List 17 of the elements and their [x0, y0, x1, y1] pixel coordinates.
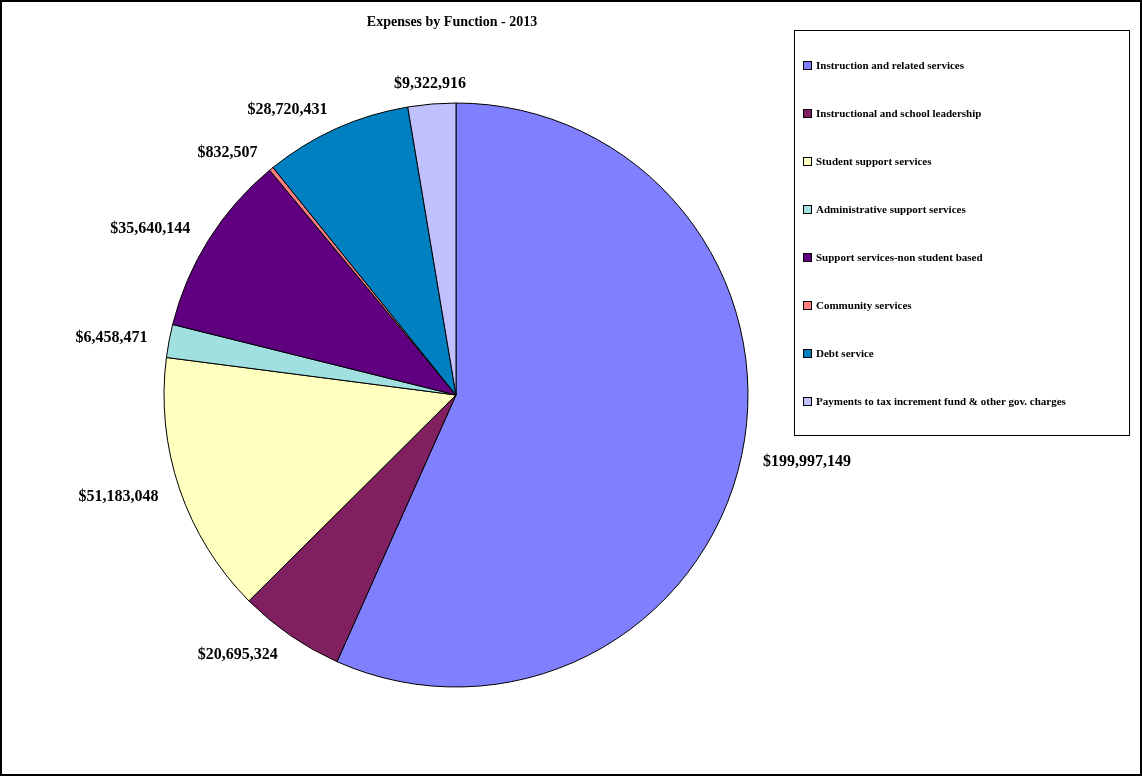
- legend-label: Debt service: [816, 347, 874, 359]
- data-label: $28,720,431: [247, 100, 328, 118]
- legend-label: Administrative support services: [816, 203, 966, 215]
- data-label: $199,997,149: [763, 451, 852, 469]
- data-label: $51,183,048: [78, 487, 159, 505]
- legend-label: Instruction and related services: [816, 59, 964, 71]
- legend-label: Support services-non student based: [816, 251, 983, 263]
- legend-label: Instructional and school leadership: [816, 107, 982, 119]
- data-label: $832,507: [197, 143, 258, 161]
- legend-label: Community services: [816, 299, 912, 311]
- legend-label: Payments to tax increment fund & other gov. charges: [816, 395, 1066, 407]
- data-label: $6,458,471: [75, 328, 148, 346]
- chart-title: Expenses by Function - 2013: [365, 14, 539, 30]
- data-label: $20,695,324: [197, 644, 278, 662]
- data-label: $9,322,916: [393, 73, 466, 91]
- legend-label: Student support services: [816, 155, 932, 167]
- data-label: $35,640,144: [110, 219, 191, 237]
